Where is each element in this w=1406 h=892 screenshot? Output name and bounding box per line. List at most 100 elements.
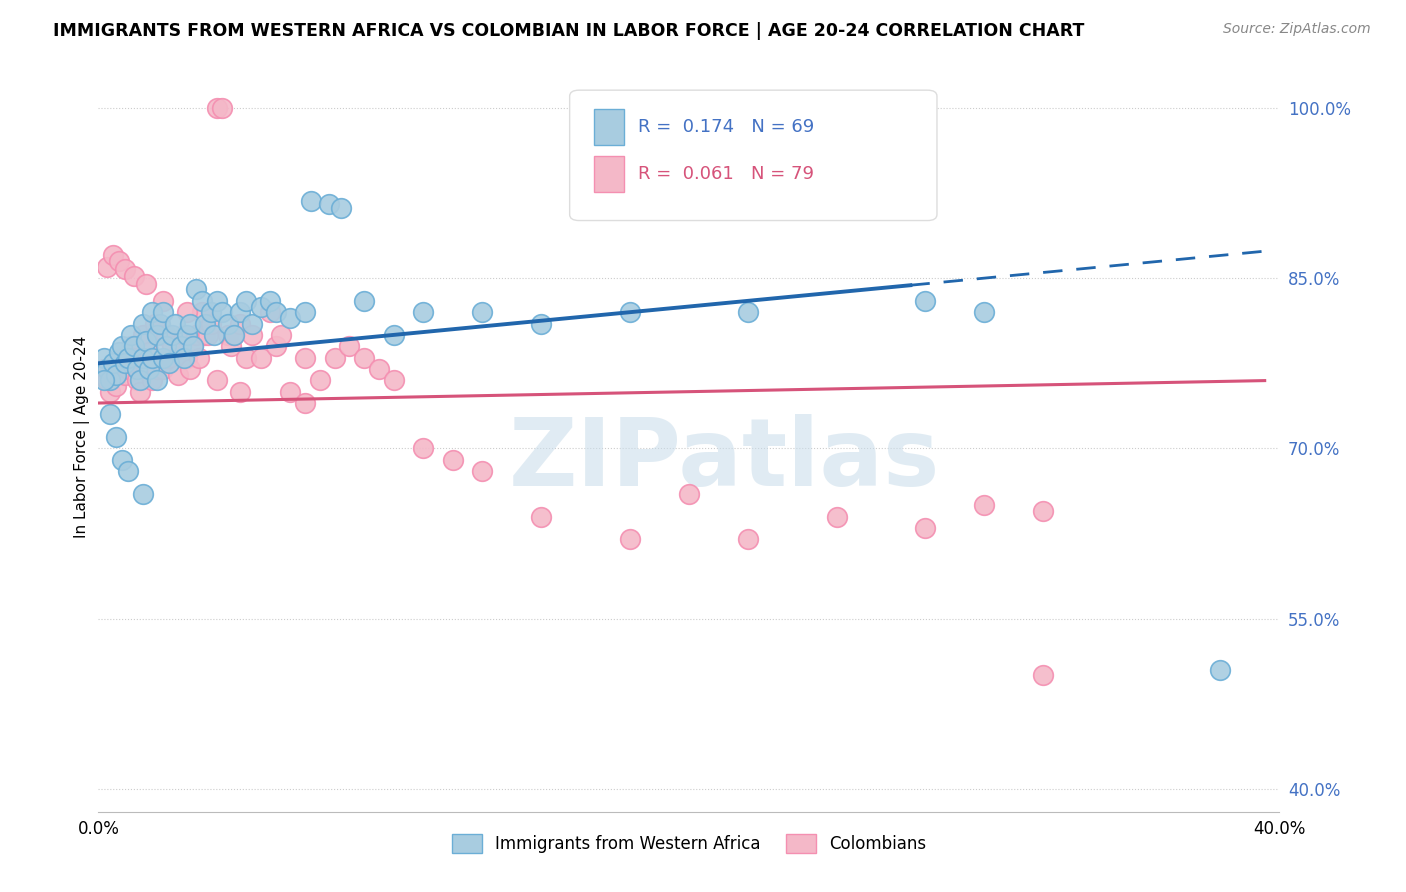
Point (117, 351, 139, 365)
Point (96, 362, 118, 376)
Point (149, 317, 172, 331)
Point (141, 351, 163, 365)
Point (270, 327, 292, 342)
Point (117, 464, 139, 478)
Point (412, 305, 434, 319)
Text: R =  0.174   N = 69: R = 0.174 N = 69 (638, 118, 814, 136)
Point (122, 268, 145, 283)
Point (191, 293, 214, 308)
Point (299, 194, 322, 208)
Point (111, 351, 134, 365)
Point (194, 317, 217, 331)
Point (173, 351, 195, 365)
FancyBboxPatch shape (569, 90, 936, 220)
Point (235, 293, 257, 308)
Point (93, 362, 115, 376)
Point (619, 533, 641, 547)
Point (280, 384, 302, 399)
Point (155, 327, 177, 342)
Point (122, 339, 145, 353)
Point (93, 351, 115, 365)
Point (135, 334, 157, 348)
Point (224, 327, 246, 342)
Point (737, 533, 759, 547)
Point (973, 305, 995, 319)
Point (149, 327, 172, 342)
Point (146, 373, 169, 387)
Point (191, 305, 214, 319)
Point (176, 327, 198, 342)
Point (737, 305, 759, 319)
Point (235, 351, 257, 365)
Point (1209, 663, 1232, 677)
Point (187, 351, 209, 365)
Point (294, 396, 316, 410)
Point (179, 362, 201, 376)
Point (120, 327, 142, 342)
Point (125, 373, 148, 387)
Point (264, 305, 287, 319)
Point (132, 487, 155, 501)
Point (441, 452, 464, 467)
Point (114, 262, 136, 277)
Point (170, 339, 193, 353)
Point (205, 101, 228, 115)
FancyBboxPatch shape (595, 156, 624, 192)
Point (162, 339, 183, 353)
Point (205, 373, 228, 387)
Point (250, 351, 273, 365)
Point (108, 254, 131, 268)
Point (353, 293, 375, 308)
Point (152, 351, 174, 365)
Point (173, 327, 195, 342)
Point (135, 277, 157, 291)
Point (200, 317, 222, 331)
Point (294, 305, 316, 319)
Point (141, 373, 163, 387)
Point (181, 339, 204, 353)
Point (179, 317, 201, 331)
Point (111, 339, 134, 353)
Point (146, 362, 169, 376)
Point (973, 498, 995, 512)
Point (98, 408, 121, 422)
Point (105, 368, 128, 382)
Point (471, 305, 494, 319)
Point (368, 362, 391, 376)
Point (165, 351, 187, 365)
Point (141, 305, 163, 319)
Point (138, 345, 160, 359)
Point (309, 373, 332, 387)
Point (132, 317, 155, 331)
Text: Source: ZipAtlas.com: Source: ZipAtlas.com (1223, 22, 1371, 37)
Point (170, 339, 193, 353)
Point (530, 509, 553, 524)
Text: R =  0.061   N = 79: R = 0.061 N = 79 (638, 165, 814, 183)
Point (108, 345, 131, 359)
Point (105, 379, 128, 393)
Point (96, 373, 118, 387)
Point (318, 197, 340, 211)
Point (224, 327, 246, 342)
Point (294, 351, 316, 365)
Point (200, 305, 222, 319)
Point (678, 487, 700, 501)
Point (165, 317, 187, 331)
Point (152, 305, 174, 319)
Point (132, 327, 155, 342)
Point (194, 327, 217, 342)
Point (530, 317, 553, 331)
Point (1032, 668, 1054, 682)
Point (914, 521, 936, 535)
Point (111, 452, 134, 467)
Point (329, 201, 352, 215)
Point (197, 327, 219, 342)
Point (128, 384, 150, 399)
Point (221, 339, 243, 353)
Point (120, 339, 142, 353)
Point (103, 248, 125, 262)
Point (229, 384, 252, 399)
Point (117, 362, 139, 376)
Point (339, 339, 361, 353)
Point (259, 293, 281, 308)
